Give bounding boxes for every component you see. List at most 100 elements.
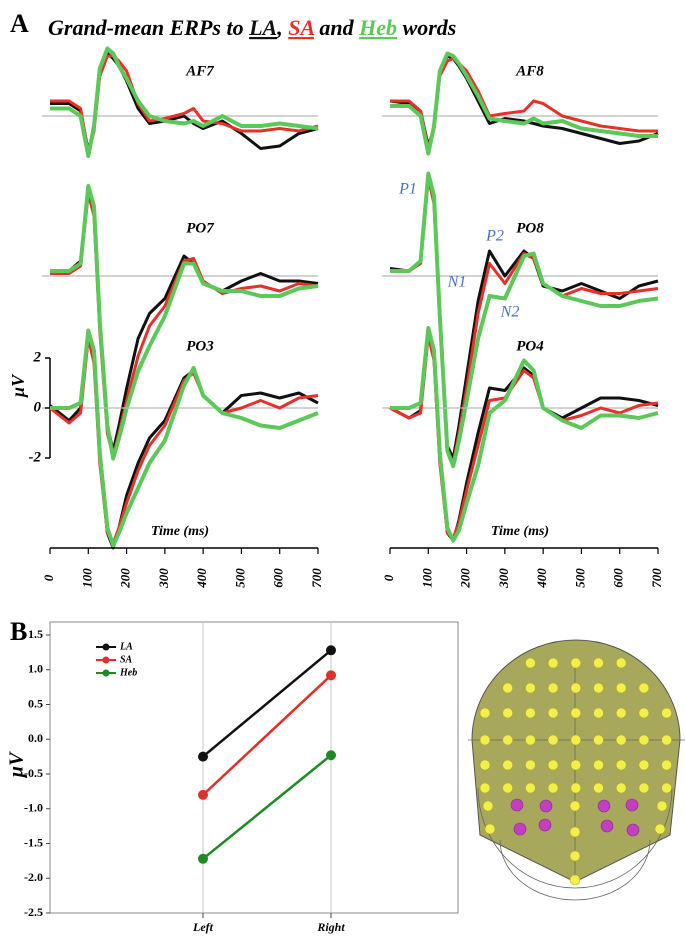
legend-marker	[102, 669, 110, 677]
y-tick-label: -1.5	[24, 835, 43, 849]
x-tick-label: 600	[271, 568, 286, 588]
y-tick-label: 1.5	[28, 627, 43, 641]
series-line	[202, 649, 332, 758]
x-tick-label: 200	[458, 568, 473, 589]
electrode	[525, 707, 536, 719]
x-tick-label: Left	[192, 920, 214, 934]
y-axis-label: µV	[6, 751, 28, 779]
point	[326, 645, 336, 656]
erp-line	[50, 192, 319, 458]
title-series: Heb	[358, 15, 397, 40]
x-axis-label: Time (ms)	[491, 524, 549, 539]
legend-label: SA	[120, 654, 133, 665]
y-tick-label: -1.0	[24, 801, 43, 815]
electrode	[479, 734, 491, 746]
series-line	[202, 754, 332, 860]
point	[198, 789, 208, 800]
electrode	[570, 759, 582, 771]
electrode	[570, 657, 582, 669]
electrode	[525, 657, 536, 669]
electrode-selected	[538, 818, 552, 832]
subplot-title: PO4	[516, 338, 544, 354]
electrode	[525, 682, 536, 694]
subplot-title: PO7	[186, 220, 214, 236]
electrode	[479, 782, 491, 794]
electrode-selected	[510, 798, 524, 812]
x-axis-label: Time (ms)	[151, 524, 209, 539]
title-part: ,	[276, 15, 283, 40]
electrode	[525, 759, 536, 771]
erp-line	[390, 171, 659, 468]
electrode	[593, 682, 604, 694]
electrode	[569, 800, 581, 812]
electrode	[547, 657, 559, 669]
electrode	[502, 682, 514, 694]
x-tick-label: 0	[41, 574, 56, 581]
title-part: Grand-mean ERPs to	[48, 15, 244, 40]
x-tick-label: 500	[232, 568, 247, 588]
electrode	[656, 800, 668, 812]
x-tick-label: 0	[381, 574, 396, 581]
electrode	[638, 707, 650, 719]
legend-label: LA	[119, 641, 133, 652]
x-tick-label: 300	[496, 568, 511, 589]
y-tick-label: 0	[34, 399, 42, 415]
annotation: N2	[500, 304, 520, 321]
electrode	[570, 707, 582, 719]
y-tick-label: 0.0	[28, 731, 43, 745]
point	[326, 750, 336, 761]
y-tick-label: -2.0	[24, 870, 43, 884]
erp-line	[49, 336, 319, 545]
electrode	[593, 734, 604, 746]
electrode	[502, 707, 514, 719]
x-tick-label: 700	[649, 568, 664, 588]
point	[326, 670, 336, 681]
electrode	[661, 782, 672, 794]
subplot-title: AF8	[515, 63, 544, 79]
electrode	[593, 657, 604, 669]
subplot-title: AF7	[185, 63, 214, 79]
chart-title: Grand-mean ERPs to LA, SA and Heb words	[48, 15, 456, 40]
electrode	[661, 759, 672, 771]
electrode	[638, 782, 650, 794]
x-tick-label: 200	[118, 568, 133, 589]
x-tick-label: 700	[309, 568, 324, 588]
legend-label: Heb	[119, 667, 137, 678]
erp-line	[50, 184, 319, 461]
electrode	[484, 823, 496, 835]
x-tick-label: 300	[156, 568, 171, 589]
electrode	[638, 734, 650, 746]
series-line	[202, 674, 332, 796]
erp-line	[50, 46, 319, 158]
y-tick-label: 2	[33, 349, 42, 365]
electrode	[654, 823, 666, 835]
point	[198, 853, 208, 864]
erp-line	[389, 334, 659, 540]
x-tick-label: 400	[534, 568, 549, 589]
electrode	[569, 874, 581, 886]
x-tick-label: 400	[194, 568, 209, 589]
electrode	[615, 782, 627, 794]
electrode	[502, 734, 514, 746]
subplot-title: PO3	[186, 338, 214, 354]
plot-frame	[49, 621, 459, 914]
electrode	[525, 782, 536, 794]
electrode	[615, 759, 627, 771]
legend-marker	[102, 643, 110, 651]
electrode	[638, 682, 650, 694]
electrode	[570, 682, 582, 694]
x-tick-label: 600	[611, 568, 626, 588]
electrode	[502, 782, 514, 794]
electrode	[502, 759, 514, 771]
electrode-map	[468, 639, 685, 901]
y-tick-label: -0.5	[24, 766, 43, 780]
electrode-selected	[513, 822, 527, 836]
electrode	[615, 707, 627, 719]
electrode	[569, 850, 581, 862]
legend-marker	[102, 656, 110, 664]
electrode	[547, 759, 559, 771]
electrode	[547, 734, 559, 746]
erp-line	[50, 189, 319, 453]
electrode	[615, 682, 627, 694]
subplot-title: PO8	[516, 220, 544, 236]
